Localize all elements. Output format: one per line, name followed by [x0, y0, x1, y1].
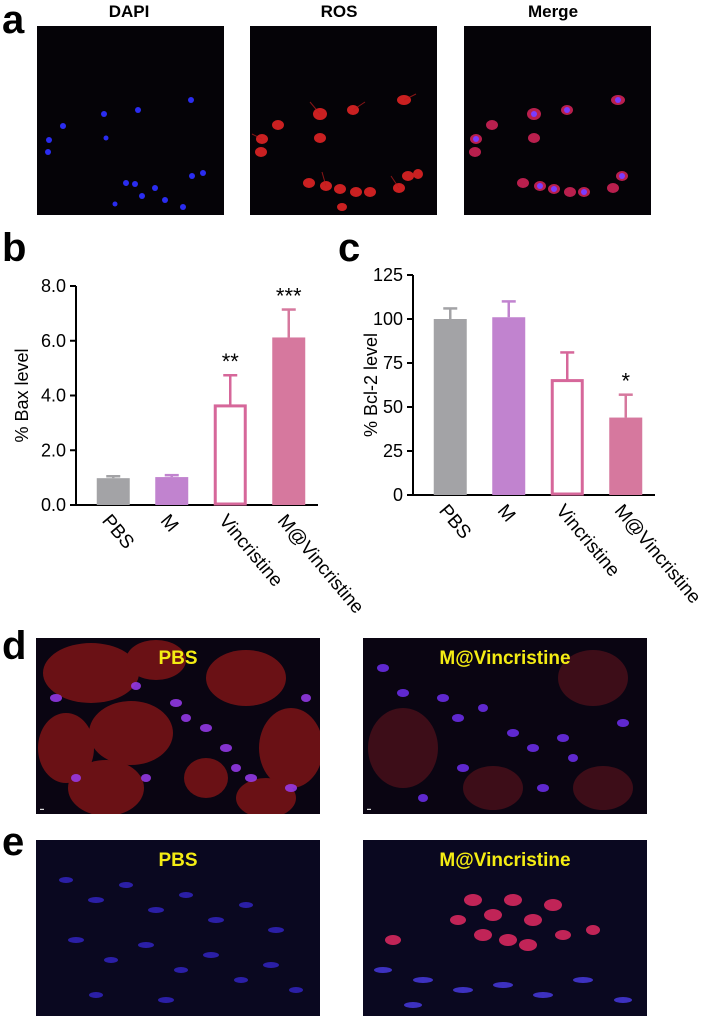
- y-axis-label: % Bcl-2 level: [361, 333, 381, 437]
- significance-marker: **: [222, 349, 240, 374]
- tissue-m-vincristine-image: [374, 894, 632, 1008]
- panel-letter-c: c: [338, 226, 361, 270]
- merge-micrograph: [464, 26, 651, 215]
- significance-marker: ***: [276, 284, 302, 309]
- merge-column-title: Merge: [527, 2, 579, 21]
- bar: [272, 337, 306, 505]
- scale-bar-d-m-vincristine: ▬: [367, 806, 371, 811]
- scale-bar-d-pbs: ▬: [40, 806, 44, 811]
- panel-letter-d: d: [2, 624, 27, 668]
- y-tick-label: 8.0: [41, 276, 66, 296]
- panel-letter-b: b: [2, 226, 27, 270]
- tissue-label-e-m-vincristine: M@Vincristine: [439, 850, 571, 871]
- dapi-micrograph: [37, 26, 224, 215]
- y-tick-label: 50: [383, 397, 403, 417]
- dapi-column-title: DAPI: [108, 2, 150, 21]
- ros-stained-cells-image: [251, 93, 423, 211]
- tissue-label-d-pbs: PBS: [158, 648, 198, 669]
- bar: [155, 477, 189, 505]
- tissue-image-d-m-vincristine: M@Vincristine ▬: [363, 638, 647, 814]
- y-tick-label: 0: [393, 485, 403, 505]
- bar: [433, 319, 467, 495]
- y-axis-label: % Bax level: [12, 348, 32, 442]
- merged-channels-image: [469, 95, 628, 197]
- y-tick-label: 4.0: [41, 386, 66, 406]
- y-tick-label: 25: [383, 441, 403, 461]
- muscle-tissue-m-vincristine-image: [368, 650, 633, 810]
- tissue-image-e-pbs: PBS: [36, 840, 320, 1016]
- bar: [492, 317, 526, 495]
- ros-micrograph: [250, 26, 437, 215]
- y-tick-label: 6.0: [41, 331, 66, 351]
- bar: [96, 478, 130, 505]
- tissue-image-e-m-vincristine: M@Vincristine: [363, 840, 647, 1016]
- panel-letter-e: e: [2, 820, 25, 864]
- ros-column-title: ROS: [320, 2, 358, 21]
- significance-marker: *: [621, 369, 630, 394]
- category-label: M@Vincristine: [273, 511, 368, 618]
- panel-letter-a: a: [2, 0, 25, 42]
- tissue-label-d-m-vincristine: M@Vincristine: [439, 648, 571, 669]
- bar: [609, 417, 643, 495]
- bar: [213, 404, 247, 506]
- muscle-tissue-pbs-image: [38, 640, 320, 814]
- tissue-label-e-pbs: PBS: [158, 850, 198, 871]
- y-tick-label: 125: [373, 265, 403, 285]
- y-tick-label: 2.0: [41, 440, 66, 460]
- category-label: M: [156, 511, 182, 537]
- dapi-nuclei-image: [45, 97, 206, 210]
- y-tick-label: 100: [373, 309, 403, 329]
- category-label: M@Vincristine: [610, 501, 705, 608]
- category-label: M: [493, 501, 519, 527]
- bar: [550, 379, 584, 496]
- y-tick-label: 0.0: [41, 495, 66, 515]
- tissue-image-d-pbs: PBS ▬: [36, 638, 320, 814]
- y-tick-label: 75: [383, 353, 403, 373]
- category-label: PBS: [97, 511, 138, 554]
- category-label: PBS: [434, 501, 475, 544]
- tissue-pbs-blue-image: [59, 877, 303, 1003]
